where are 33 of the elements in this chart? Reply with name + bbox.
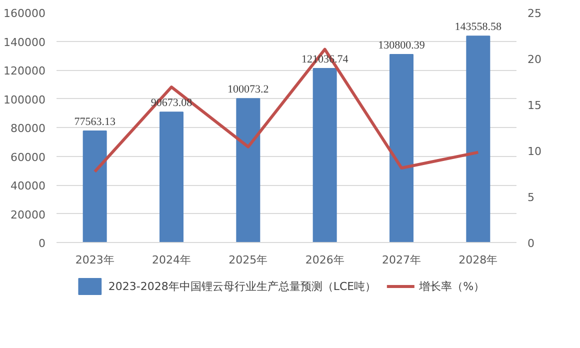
data-label: 100073.2 [228,84,269,96]
y-tick-label: 160000 [4,7,46,20]
legend-label: 增长率（%） [419,278,485,294]
y-tick-label: 80000 [10,122,46,135]
legend-label: 2023-2028年中国锂云母行业生产总量预测（LCE吨） [108,278,376,294]
bar [236,98,260,242]
y2-tick-label: 20 [528,53,542,66]
y2-tick-label: 15 [528,99,542,112]
y2-tick-label: 25 [528,7,542,20]
bar [466,36,490,242]
x-tick-label: 2024年 [152,254,192,266]
data-label: 130800.39 [378,39,426,52]
bar [160,112,184,242]
y-tick-label: 100000 [4,93,46,106]
bar [312,68,337,242]
y2-tick-label: 0 [528,237,534,250]
x-tick-label: 2026年 [305,254,344,266]
bar [82,130,107,242]
y-tick-label: 60000 [10,150,46,164]
x-tick-label: 2025年 [228,254,268,266]
y-tick-label: 140000 [4,36,46,49]
data-label: 143558.58 [454,21,502,34]
x-tick-label: 2028年 [458,254,498,266]
y-tick-label: 0 [38,237,46,250]
y2-tick-label: 5 [528,191,534,204]
bar [390,54,414,242]
x-tick-label: 2023年 [75,254,114,266]
x-tick-label: 2027年 [382,254,422,266]
y-tick-label: 40000 [10,180,46,192]
y2-tick-label: 10 [528,145,542,158]
y-tick-label: 120000 [4,64,46,78]
data-label: 77563.13 [74,116,116,128]
y-tick-label: 20000 [10,208,46,222]
